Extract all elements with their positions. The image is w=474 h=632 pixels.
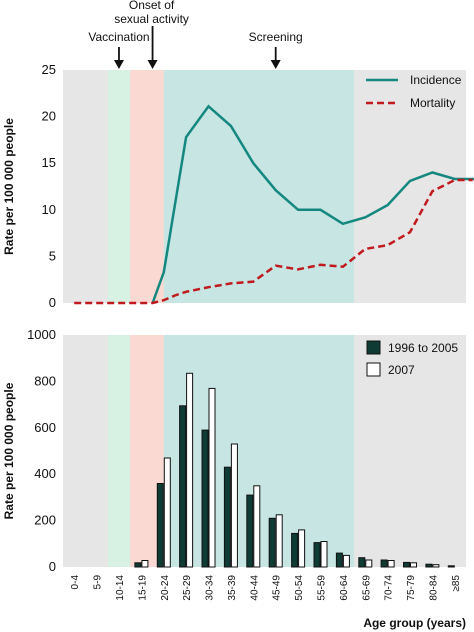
top-legend: Incidence Mortality <box>366 73 462 110</box>
x-tick-label: 5-9 <box>93 575 104 590</box>
onset-arrow-icon <box>147 26 158 69</box>
x-tick-label: 65-69 <box>361 575 372 601</box>
x-axis-label: Age group (years) <box>363 616 466 630</box>
top-chart: 0 5 10 15 20 25 Incidence Mortality Rate per … <box>2 62 474 310</box>
screening-label: Screening <box>249 30 303 44</box>
legend-2007-label: 2007 <box>388 363 415 377</box>
bar-1996-2005 <box>403 561 410 568</box>
x-tick-label: 70-74 <box>384 575 395 601</box>
bar-2007 <box>320 541 328 568</box>
legend-2007-swatch <box>366 362 381 377</box>
annotations: Vaccination Onset of sexual activity Scr… <box>88 0 303 69</box>
bar-2007 <box>141 560 149 568</box>
top-y-tick-label: 15 <box>42 155 56 170</box>
x-ticks: 0-4 5-9 10-14 15-19 20-24 25-29 30-34 35-39 40-4… <box>70 575 462 601</box>
bar-2007 <box>253 485 261 568</box>
bottom-chart: 0 200 400 600 800 1000 0-4 5-9 10-14 15-19 20-24 2… <box>2 327 466 630</box>
top-y-ticks: 0 5 10 15 20 25 <box>42 62 56 310</box>
bar-2007 <box>387 560 395 568</box>
bar-1996-2005 <box>134 562 142 568</box>
x-tick-label: 50-54 <box>294 575 305 601</box>
bar-2007 <box>163 457 171 568</box>
legend-incidence-label: Incidence <box>410 73 462 87</box>
x-tick-label: 45-49 <box>272 575 283 601</box>
bottom-y-ticks: 0 200 400 600 800 1000 <box>27 327 56 574</box>
bar-1996-2005 <box>179 405 187 568</box>
bar-2007 <box>298 529 306 568</box>
bottom-y-axis-label: Rate per 100 000 people <box>2 382 16 519</box>
bar-2007 <box>230 443 238 568</box>
bottom-vaccination-band <box>107 335 131 567</box>
x-tick-label: 35-39 <box>227 575 238 601</box>
x-tick-label: 15-19 <box>137 575 148 601</box>
vaccination-label: Vaccination <box>88 30 149 44</box>
x-tick-label: 25-29 <box>182 575 193 601</box>
x-tick-label: 80-84 <box>428 575 439 601</box>
top-onset-band <box>130 70 164 303</box>
bar-2007 <box>208 387 216 568</box>
bottom-y-tick-label: 0 <box>49 559 56 574</box>
bottom-y-tick-label: 800 <box>34 373 56 388</box>
top-y-tick-label: 0 <box>49 295 56 310</box>
bar-1996-2005 <box>201 429 209 568</box>
bottom-legend: 1996 to 2005 2007 <box>366 340 458 377</box>
bar-1996-2005 <box>335 552 343 568</box>
bar-2007 <box>365 559 373 568</box>
bar-1996-2005 <box>447 565 455 568</box>
legend-1996-2005-label: 1996 to 2005 <box>388 341 458 355</box>
bar-1996-2005 <box>380 559 388 568</box>
legend-mortality-label: Mortality <box>410 96 455 110</box>
x-tick-label: 30-34 <box>205 575 216 601</box>
bar-2007 <box>410 562 417 568</box>
bar-1996-2005 <box>425 563 433 568</box>
top-y-tick-label: 10 <box>42 202 56 217</box>
bar-1996-2005 <box>246 494 254 568</box>
x-tick-label: 75-79 <box>406 575 417 601</box>
x-tick-label: 60-64 <box>339 575 350 601</box>
vaccination-arrow-icon <box>113 47 124 69</box>
bottom-y-tick-label: 200 <box>34 513 56 528</box>
x-tick-label: 20-24 <box>160 575 171 601</box>
bottom-y-tick-label: 600 <box>34 420 56 435</box>
incidence-series-line <box>151 104 474 304</box>
bar-1996-2005 <box>223 466 231 568</box>
bar-2007 <box>275 514 283 568</box>
bar-1996-2005 <box>291 532 299 568</box>
x-tick-label: 10-14 <box>115 575 126 601</box>
top-y-tick-label: 20 <box>42 109 56 124</box>
screening-arrow-icon <box>270 47 281 69</box>
onset-label-line2: sexual activity <box>114 12 189 26</box>
onset-label-line1: Onset of <box>129 0 175 12</box>
bottom-y-tick-label: 1000 <box>27 327 56 342</box>
top-screening-band <box>163 70 355 303</box>
x-tick-label: 0-4 <box>70 575 81 590</box>
mortality-series-line <box>74 178 473 305</box>
x-tick-label: 55-59 <box>317 575 328 601</box>
top-y-axis-label: Rate per 100 000 people <box>2 118 16 255</box>
legend-1996-2005-swatch <box>366 340 381 355</box>
bar-1996-2005 <box>358 557 366 568</box>
top-y-tick-label: 5 <box>49 248 56 263</box>
bar-2007 <box>186 372 194 568</box>
bar-1996-2005 <box>313 542 321 568</box>
bar-1996-2005 <box>156 483 164 568</box>
top-y-tick-label: 25 <box>42 62 56 77</box>
bottom-y-tick-label: 400 <box>34 466 56 481</box>
top-vaccination-band <box>107 70 131 303</box>
bar-1996-2005 <box>268 517 276 568</box>
x-tick-label: 40-44 <box>249 575 260 601</box>
bar-2007 <box>432 564 440 568</box>
x-tick-label: ≥85 <box>451 575 462 592</box>
bars <box>134 372 455 568</box>
bar-2007 <box>342 554 350 568</box>
